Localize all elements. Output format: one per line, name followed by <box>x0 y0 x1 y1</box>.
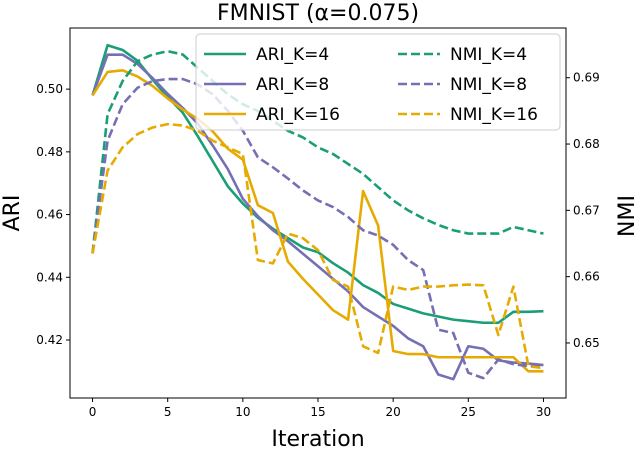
legend-label-nmi-k-16: NMI_K=16 <box>450 105 538 125</box>
series-line-nmi-k-16 <box>91 122 544 370</box>
legend-label-nmi-k-4: NMI_K=4 <box>450 45 527 65</box>
x-tick-label: 30 <box>536 405 551 419</box>
left-y-tick-label: 0.50 <box>36 82 63 96</box>
chart-title: FMNIST (α=0.075) <box>217 1 419 26</box>
series-line-nmi-k-8 <box>91 77 544 380</box>
x-tick-label: 20 <box>386 405 401 419</box>
right-y-tick-label: 0.66 <box>573 270 600 284</box>
left-y-tick-label: 0.42 <box>36 333 63 347</box>
left-y-axis: 0.42 0.44 0.46 0.48 0.50 <box>36 82 70 347</box>
series-line-ari-k-16 <box>91 69 544 373</box>
left-y-tick-label: 0.46 <box>36 208 63 222</box>
left-y-tick-label: 0.48 <box>36 145 63 159</box>
legend-label-ari-k-16: ARI_K=16 <box>256 105 340 125</box>
legend-label-ari-k-8: ARI_K=8 <box>256 75 329 95</box>
x-tick-label: 25 <box>461 405 476 419</box>
x-tick-label: 0 <box>89 405 97 419</box>
right-y-axis-label: NMI <box>615 195 636 237</box>
x-tick-label: 5 <box>164 405 172 419</box>
x-tick-label: 15 <box>310 405 325 419</box>
right-y-tick-label: 0.68 <box>573 137 600 151</box>
legend-box <box>195 33 561 131</box>
x-tick-label: 10 <box>235 405 250 419</box>
right-y-tick-label: 0.67 <box>573 203 600 217</box>
x-axis-label: Iteration <box>271 427 364 451</box>
right-y-tick-label: 0.65 <box>573 336 600 350</box>
series-line-ari-k-8 <box>91 53 544 381</box>
x-axis: 0 5 10 15 20 25 30 <box>89 398 551 419</box>
left-y-tick-label: 0.44 <box>36 270 63 284</box>
legend: ARI_K=4 ARI_K=8 ARI_K=16 NMI_K=4 NMI_K=8 NMI_… <box>195 33 561 131</box>
left-y-axis-label: ARI <box>0 195 25 232</box>
legend-label-ari-k-4: ARI_K=4 <box>256 45 329 65</box>
plot-lines <box>91 43 544 381</box>
series-line-nmi-k-4 <box>91 49 544 254</box>
legend-label-nmi-k-8: NMI_K=8 <box>450 75 527 95</box>
right-y-axis: 0.65 0.66 0.67 0.68 0.69 <box>566 71 600 350</box>
right-y-tick-label: 0.69 <box>573 71 600 85</box>
